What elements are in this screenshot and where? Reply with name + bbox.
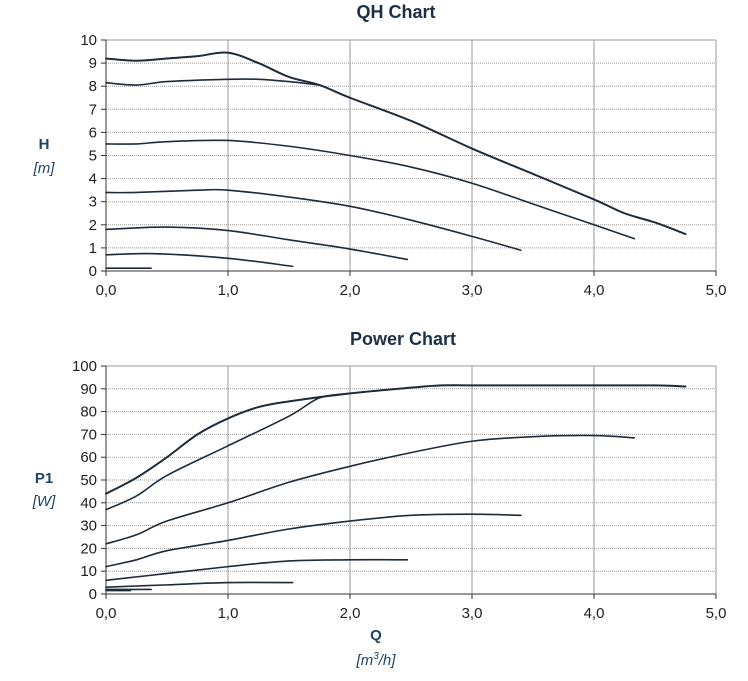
power-curve-speed-1 [105,384,687,495]
power-chart: Power Chart P1 [W] Q [m3/h] 0 10 20 30 40 50 6… [32,329,727,669]
power-y-axis-label: P1 [35,470,53,487]
power-x-tick-label: 0,0 [96,605,117,622]
power-y-tick-label: 10 [80,563,97,580]
qh-x-tick-label: 4,0 [584,282,605,299]
qh-x-tick-label: 3,0 [462,282,483,299]
qh-y-tick-label: 8 [89,78,97,95]
power-chart-title: Power Chart [350,329,456,349]
qh-curve-speed-2 [105,78,321,86]
power-x-axis-label: Q [370,627,382,644]
power-y-axis-unit: [W] [32,493,56,510]
power-curve-speed-6 [105,581,294,588]
qh-curve-speed-1 [105,51,687,236]
qh-x-tick-label: 1,0 [218,282,239,299]
qh-y-axis-unit: [m] [33,160,56,177]
qh-y-tick-label: 9 [89,55,97,72]
power-curve-speed-4 [105,513,522,568]
power-y-tick-label: 50 [80,472,97,489]
power-x-tick-label: 4,0 [584,605,605,622]
power-x-axis-unit: [m3/h] [356,651,397,669]
qh-x-tick-label: 2,0 [340,282,361,299]
power-y-tick-label: 80 [80,404,97,421]
qh-x-tick-label: 5,0 [706,282,727,299]
qh-x-tick-label: 0,0 [96,282,117,299]
power-y-tick-label: 70 [80,426,97,443]
qh-y-tick-label: 10 [80,32,97,49]
power-y-tick-label: 40 [80,495,97,512]
qh-curve-speed-4 [105,188,522,252]
qh-chart-title: QH Chart [356,2,435,22]
qh-y-tick-label: 7 [89,101,97,118]
qh-chart: QH Chart H [m] 0 1 2 3 4 5 6 7 8 9 10 0,0 1,0 2,0 3,0 4… [33,2,727,299]
qh-y-tick-label: 4 [89,171,97,188]
qh-y-tick-label: 5 [89,148,97,165]
power-y-tick-label: 100 [72,358,97,375]
power-curve-speed-3 [105,434,636,545]
qh-y-axis-label: H [39,136,50,153]
power-y-tick-label: 20 [80,540,97,557]
power-x-tick-label: 1,0 [218,605,239,622]
power-curve-speed-2 [105,392,351,511]
qh-curve-speed-5 [105,226,409,261]
power-curve-speed-5 [105,558,409,582]
power-x-tick-label: 3,0 [462,605,483,622]
power-y-tick-label: 0 [89,586,97,603]
power-y-tick-label: 90 [80,381,97,398]
power-x-tick-label: 2,0 [340,605,361,622]
power-y-tick-label: 60 [80,449,97,466]
qh-y-tick-label: 1 [89,240,97,257]
qh-curve-speed-6 [105,252,294,268]
qh-y-tick-label: 2 [89,217,97,234]
qh-y-tick-label: 0 [89,263,97,280]
qh-curve-speed-3 [105,139,636,240]
qh-y-tick-label: 3 [89,194,97,211]
qh-y-tick-label: 6 [89,124,97,141]
power-x-tick-label: 5,0 [706,605,727,622]
power-y-tick-label: 30 [80,518,97,535]
